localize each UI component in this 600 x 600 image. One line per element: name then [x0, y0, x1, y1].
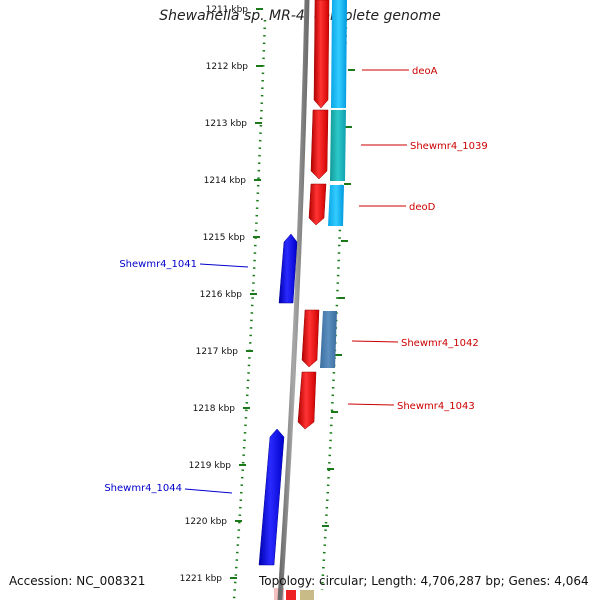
label-leader-line [199, 263, 249, 268]
gene-label[interactable]: deoD [409, 202, 436, 213]
gene-label[interactable]: Shewmr4_1041 [119, 259, 197, 270]
gene-label[interactable]: Shewmr4_1039 [410, 141, 488, 152]
tick-label: 1213 kbp [205, 119, 248, 129]
tick-label: 1216 kbp [200, 290, 243, 300]
gene-label[interactable]: deoA [412, 66, 438, 77]
tick-label: 1212 kbp [206, 62, 249, 72]
gene-arrow [297, 371, 317, 430]
map-title: Shewanella sp. MR-4, complete genome [159, 8, 441, 24]
tick-label: 1217 kbp [196, 347, 239, 357]
cog-band [331, 0, 347, 108]
tick-label: 1219 kbp [189, 461, 232, 471]
label-leader-line [351, 340, 399, 343]
label-leader-line [184, 488, 233, 494]
gene-arrow [310, 109, 329, 180]
truncated-gene-bottom-3 [300, 590, 314, 600]
gene-labels: deoA Shewmr4_1039 deoD Shewmr4_1041 Shewmr4_… [104, 66, 487, 494]
tick-label: 1214 kbp [204, 176, 247, 186]
gene-arrow [313, 0, 330, 109]
genome-backbone [277, 0, 310, 600]
gene-arrow [301, 309, 320, 368]
gene-arrow [278, 233, 298, 304]
cog-features [320, 0, 347, 368]
truncated-gene-bottom-2 [286, 590, 296, 600]
cog-band [330, 110, 346, 181]
accession-label: Accession: NC_008321 [9, 574, 146, 588]
label-leaders [184, 69, 409, 494]
gene-label[interactable]: Shewmr4_1043 [397, 401, 475, 412]
topology-label: Topology: circular; Length: 4,706,287 bp… [259, 574, 589, 588]
gene-label[interactable]: Shewmr4_1044 [104, 483, 182, 494]
tick-label: 1211 kbp [206, 5, 249, 15]
tick-label: 1221 kbp [180, 574, 223, 584]
gene-features [258, 0, 330, 566]
gene-label[interactable]: Shewmr4_1042 [401, 338, 479, 349]
gene-arrow [308, 183, 327, 226]
kbp-ticks: 1211 kbp 1212 kbp 1213 kbp 1214 kbp 1215 kbp… [180, 5, 355, 584]
tick-label: 1220 kbp [185, 517, 228, 527]
tick-label: 1218 kbp [193, 404, 236, 414]
label-leader-line [347, 403, 395, 406]
cog-band [320, 311, 337, 368]
tick-label: 1215 kbp [203, 233, 246, 243]
cog-band [328, 185, 344, 226]
inner-dotted-ring [232, 19, 267, 600]
gene-arrow [258, 428, 285, 566]
